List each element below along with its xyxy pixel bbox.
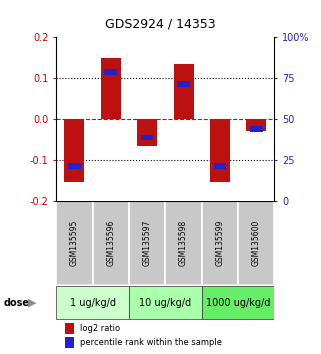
Text: percentile rank within the sample: percentile rank within the sample [80, 338, 222, 347]
Text: dose: dose [3, 297, 29, 308]
Text: GSM135597: GSM135597 [143, 220, 152, 266]
Text: ▶: ▶ [28, 297, 36, 308]
Bar [165, 201, 202, 285]
Text: GSM135595: GSM135595 [70, 220, 79, 266]
Text: GSM135598: GSM135598 [179, 220, 188, 266]
Bar [202, 201, 238, 285]
Text: 1 ug/kg/d: 1 ug/kg/d [70, 297, 116, 308]
Bar [141, 135, 153, 140]
Bar [129, 201, 165, 285]
Bar [56, 286, 129, 319]
Bar [64, 119, 84, 182]
Text: GSM135596: GSM135596 [106, 220, 115, 266]
Bar [65, 323, 74, 334]
Text: 1000 ug/kg/d: 1000 ug/kg/d [206, 297, 270, 308]
Text: GSM135599: GSM135599 [215, 220, 224, 266]
Bar [65, 337, 74, 348]
Bar [177, 81, 190, 87]
Bar [56, 201, 92, 285]
Bar [173, 64, 194, 119]
Bar [137, 119, 157, 145]
Bar [92, 201, 129, 285]
Text: 10 ug/kg/d: 10 ug/kg/d [139, 297, 191, 308]
Bar [101, 58, 121, 119]
Bar [104, 69, 117, 75]
Text: log2 ratio: log2 ratio [80, 324, 120, 333]
Bar [202, 286, 274, 319]
Bar [68, 163, 81, 169]
Text: GDS2924 / 14353: GDS2924 / 14353 [105, 17, 216, 30]
Bar [210, 119, 230, 182]
Bar [213, 163, 226, 169]
Bar [250, 126, 263, 132]
Text: GSM135600: GSM135600 [252, 220, 261, 266]
Bar [129, 286, 202, 319]
Bar [246, 119, 266, 131]
Bar [238, 201, 274, 285]
